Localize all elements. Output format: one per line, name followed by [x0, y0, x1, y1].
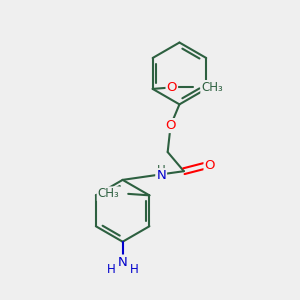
Text: CH₃: CH₃ — [98, 188, 119, 200]
Text: O: O — [167, 81, 177, 94]
Text: H: H — [107, 263, 116, 276]
Text: CH₃: CH₃ — [201, 81, 223, 94]
Text: N: N — [118, 256, 128, 268]
Text: O: O — [205, 159, 215, 172]
Text: O: O — [165, 119, 175, 132]
Text: H: H — [130, 263, 138, 276]
Text: N: N — [156, 169, 166, 182]
Text: H: H — [157, 164, 166, 177]
